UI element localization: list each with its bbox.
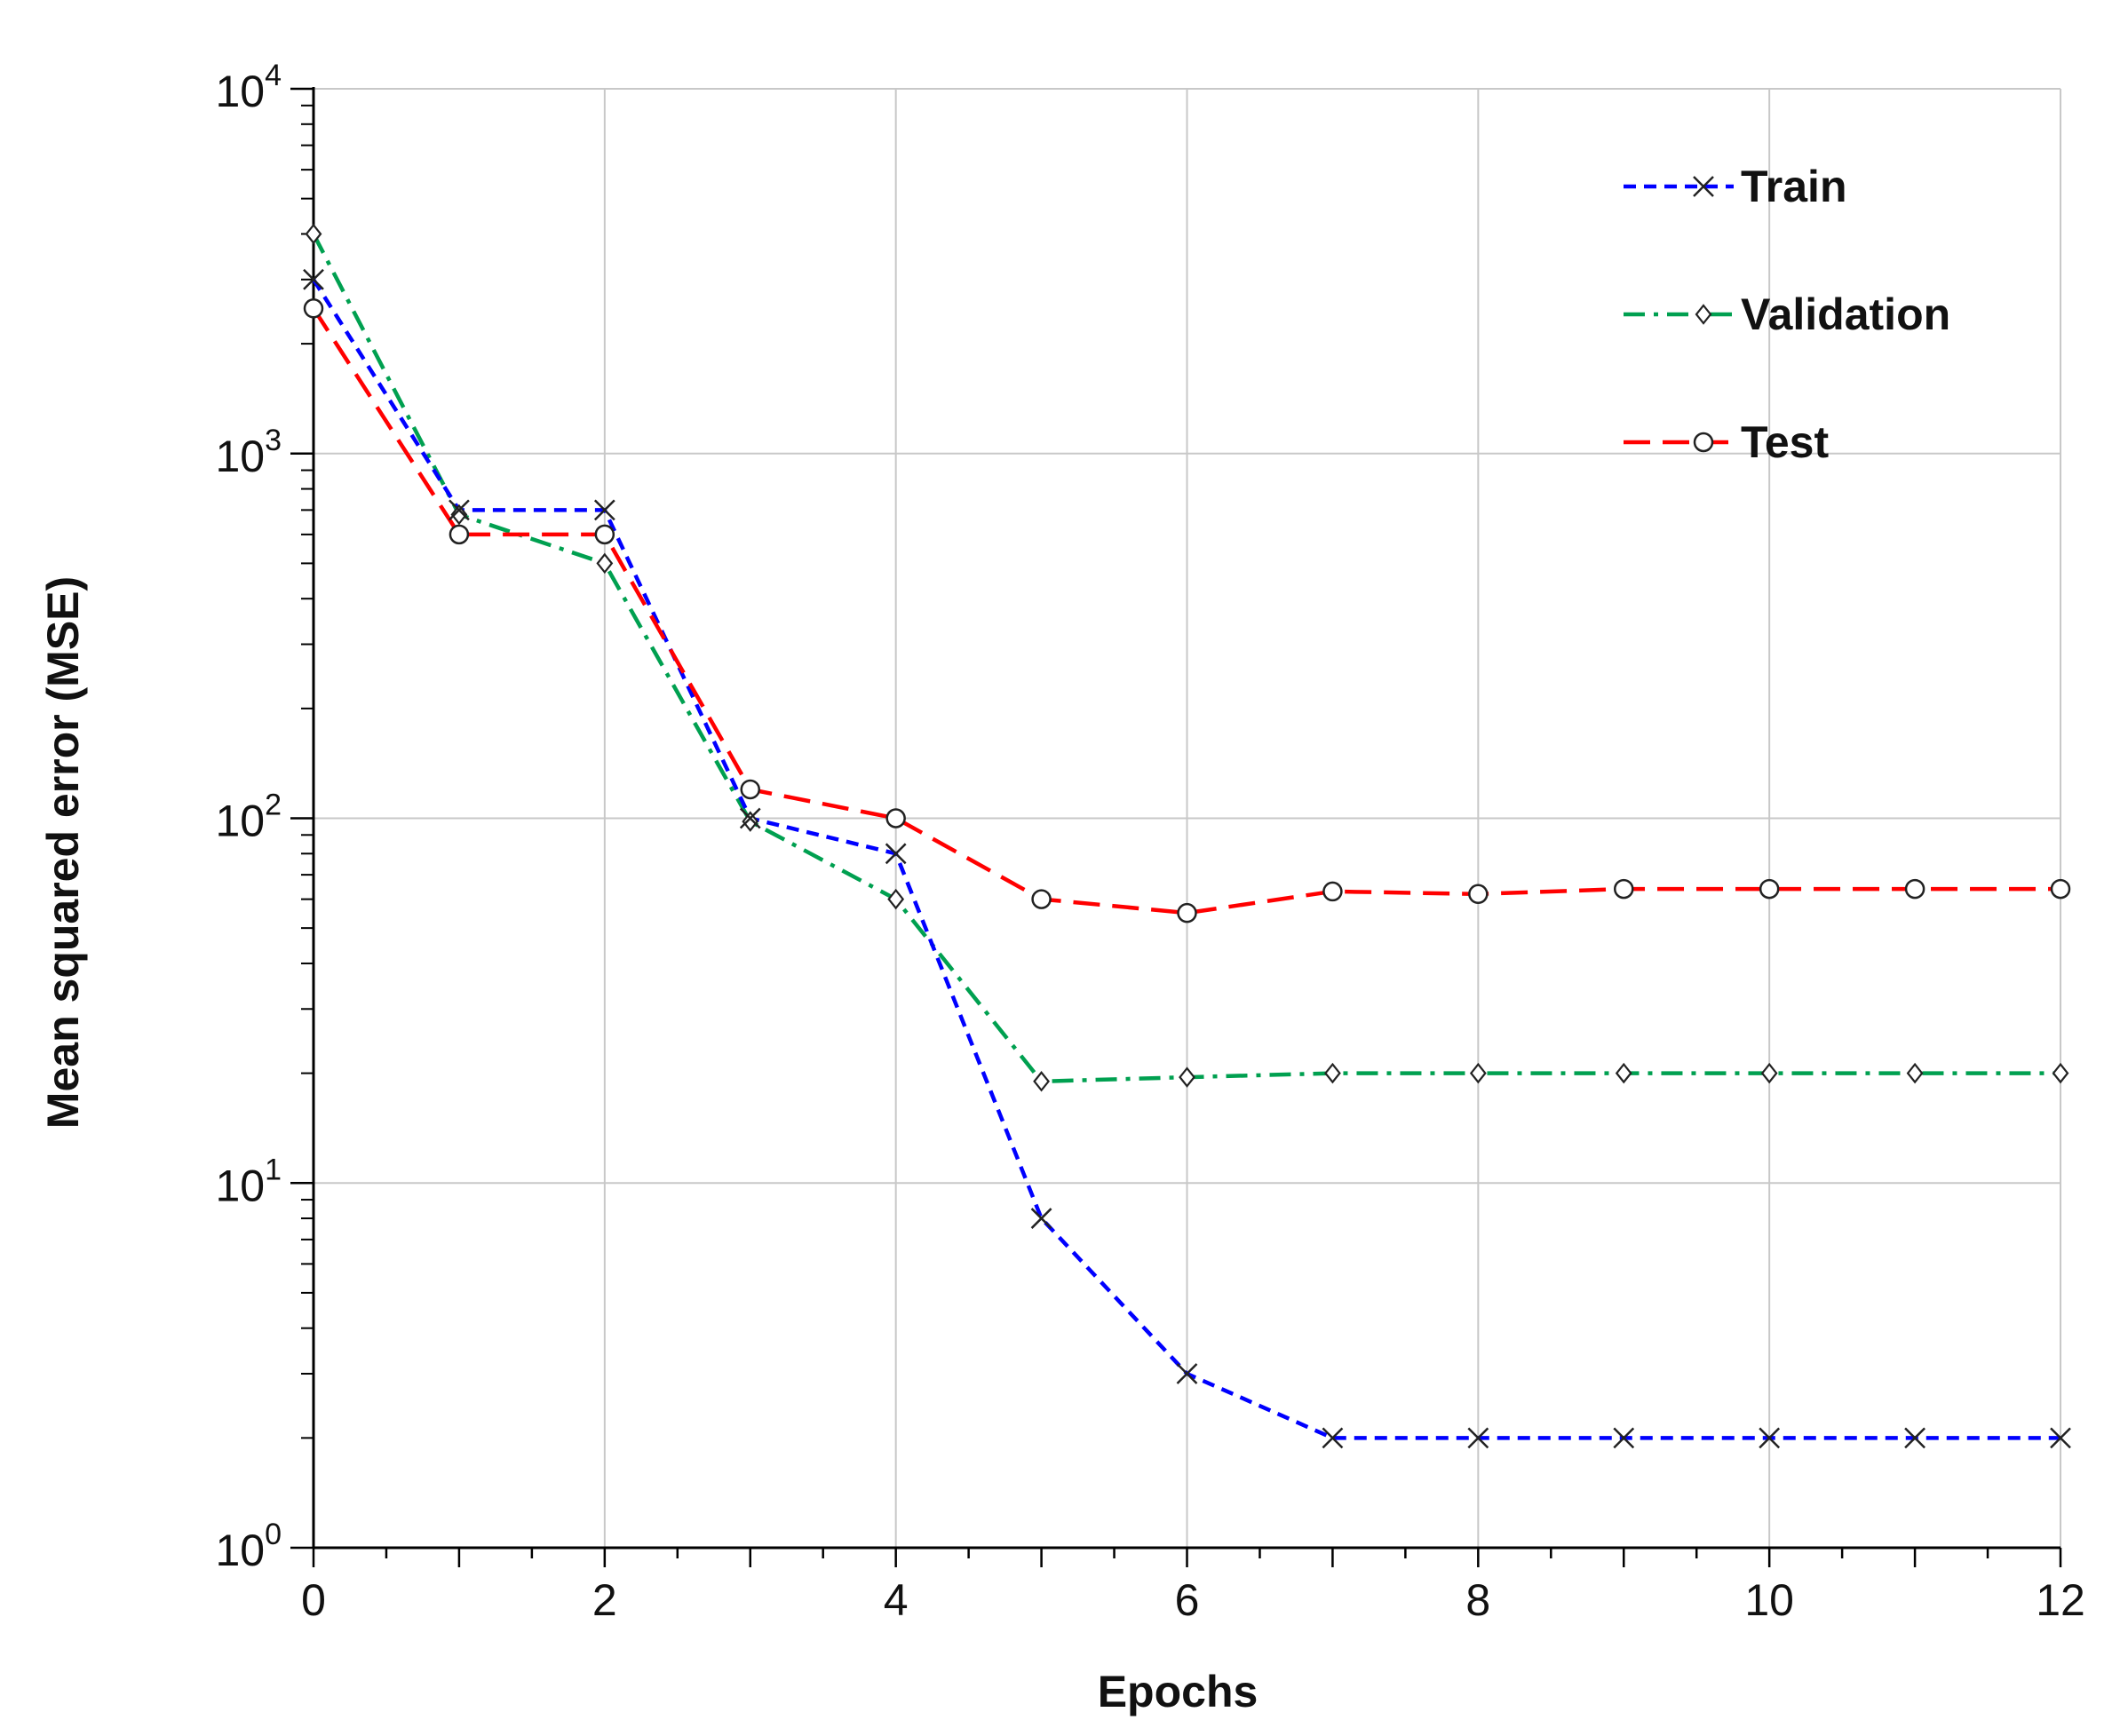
- x-tick-label: 12: [2036, 1575, 2085, 1625]
- legend-marker: [1695, 304, 1712, 325]
- data-point-validation: [450, 503, 468, 526]
- data-point-test: [303, 298, 324, 319]
- y-tick-label: 102: [215, 789, 282, 846]
- data-point-test: [1614, 878, 1634, 900]
- tick-labels: 0 2 4 6 8 10 12 100 101 102 103 104: [215, 59, 2084, 1625]
- plot-series: [303, 223, 2071, 1449]
- data-point-validation: [2052, 1062, 2069, 1084]
- y-tick-label: 100: [215, 1518, 282, 1575]
- grid: [314, 88, 2061, 1548]
- data-point-validation: [887, 888, 905, 910]
- data-point-train: [449, 499, 470, 521]
- data-point-test: [1904, 878, 1926, 900]
- data-point-validation: [1324, 1062, 1341, 1084]
- data-point-train: [1467, 1427, 1489, 1449]
- data-point-train: [303, 268, 324, 290]
- data-point-train: [593, 499, 615, 521]
- x-tick-label: 0: [301, 1575, 326, 1625]
- axes: [290, 87, 2062, 1567]
- legend-label: Test: [1741, 417, 1829, 467]
- data-point-test: [885, 808, 906, 828]
- data-point-validation: [1615, 1062, 1632, 1084]
- data-point-test: [1177, 902, 1197, 923]
- legend-entry-test: Test: [1624, 417, 1829, 467]
- legend-marker: [1693, 432, 1714, 453]
- legend-label: Validation: [1741, 289, 1950, 339]
- data-point-train: [1176, 1363, 1198, 1384]
- data-point-test: [1322, 881, 1343, 902]
- data-point-train: [1322, 1427, 1344, 1449]
- data-point-train: [885, 843, 907, 865]
- data-point-test: [449, 524, 470, 545]
- data-point-validation: [1179, 1066, 1195, 1088]
- x-tick-label: 4: [884, 1575, 909, 1625]
- data-point-validation: [596, 552, 614, 575]
- x-tick-label: 2: [592, 1575, 617, 1625]
- x-tick-label: 6: [1175, 1575, 1200, 1625]
- x-tick-label: 8: [1465, 1575, 1490, 1625]
- data-point-validation: [1906, 1062, 1924, 1084]
- y-tick-label: 101: [215, 1153, 282, 1210]
- data-point-train: [2050, 1427, 2071, 1449]
- y-tick-label: 104: [215, 59, 282, 116]
- x-tick-label: 10: [1744, 1575, 1794, 1625]
- data-point-validation: [305, 223, 322, 245]
- data-point-train: [1904, 1427, 1926, 1449]
- data-point-test: [1759, 878, 1780, 900]
- y-axis-title: Mean squared error (MSE): [38, 576, 88, 1129]
- legend-marker: [1693, 176, 1714, 197]
- legend-entry-train: Train: [1624, 162, 1846, 211]
- data-point-train: [1613, 1427, 1635, 1449]
- data-point-validation: [1469, 1062, 1487, 1084]
- legend: Train Validation Test: [1624, 162, 1950, 467]
- data-point-validation: [1033, 1070, 1050, 1092]
- x-axis-title: Epochs: [1098, 1667, 1259, 1716]
- legend-entry-validation: Validation: [1624, 289, 1950, 339]
- data-point-train: [739, 807, 761, 829]
- data-point-test: [1031, 889, 1052, 909]
- data-point-test: [594, 524, 615, 545]
- data-point-train: [1030, 1208, 1052, 1229]
- data-point-test: [740, 779, 760, 800]
- legend-label: Train: [1741, 162, 1846, 211]
- data-point-test: [2050, 878, 2071, 900]
- data-point-validation: [742, 811, 759, 832]
- data-point-test: [1468, 884, 1489, 905]
- data-point-train: [1759, 1427, 1781, 1449]
- y-tick-label: 103: [215, 424, 282, 481]
- data-point-validation: [1760, 1062, 1778, 1084]
